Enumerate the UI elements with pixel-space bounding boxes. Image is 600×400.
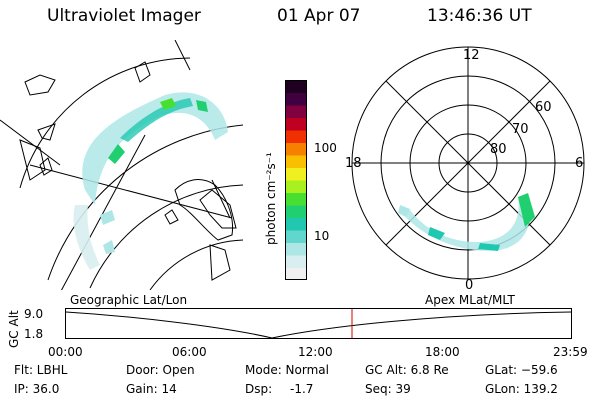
colorbar-segment <box>285 167 307 181</box>
colorbar-segment <box>285 192 307 206</box>
y-tick-9: 9.0 <box>24 307 43 321</box>
colorbar-segment <box>285 155 307 168</box>
ip-info: IP: 36.0 <box>14 382 60 396</box>
colorbar-unit-label: photon cm⁻²s⁻¹ <box>264 152 278 245</box>
y-axis-label: GC Alt <box>7 310 21 348</box>
mode-info: Mode: Normal <box>245 363 329 377</box>
mlt-label-12: 12 <box>463 48 480 63</box>
colorbar-segment <box>285 80 307 93</box>
header-date: 01 Apr 07 <box>277 6 361 26</box>
colorbar-segment <box>285 180 307 193</box>
colorbar-segment <box>285 105 307 118</box>
x-tick-0000: 00:00 <box>48 345 83 359</box>
colorbar-tick-100: 100 <box>314 141 337 155</box>
seq-info: Seq: 39 <box>365 382 411 396</box>
aurora-emission-region <box>73 92 229 270</box>
geographic-map <box>0 40 244 290</box>
x-tick-0600: 06:00 <box>172 345 207 359</box>
geographic-latlon-label: Geographic Lat/Lon <box>70 293 188 307</box>
colorbar-tick-10: 10 <box>314 229 330 243</box>
gc-alt-info: GC Alt: 6.8 Re <box>365 363 449 377</box>
x-tick-1800: 18:00 <box>425 345 460 359</box>
door-info: Door: Open <box>126 363 195 377</box>
colorbar-segment <box>285 242 307 256</box>
glat-info: GLat: −59.6 <box>485 363 558 377</box>
gain-info: Gain: 14 <box>126 382 177 396</box>
app-title: Ultraviolet Imager <box>47 6 201 26</box>
glon-info: GLon: 139.2 <box>485 382 558 396</box>
colorbar-segment <box>285 130 307 143</box>
colorbar-segment <box>285 230 307 243</box>
mlt-label-18: 18 <box>345 156 362 171</box>
colorbar-segment <box>285 142 307 156</box>
filter-info: Flt: LBHL <box>14 363 68 377</box>
polar-mlt-plot: 12 18 6 0 60 70 80 <box>345 46 585 293</box>
polar-aurora-oval <box>398 193 535 251</box>
dsp-label: Dsp: <box>245 382 273 396</box>
colorbar-segment <box>285 267 307 280</box>
x-tick-2359: 23:59 <box>553 345 588 359</box>
gc-alt-timeline-chart: 9.0 1.8 GC Alt 00:00 06:00 12:00 18:00 2… <box>7 307 588 359</box>
color-scale-bar <box>285 80 307 280</box>
colorbar-segment <box>285 255 307 268</box>
lat-label-70: 70 <box>512 122 529 137</box>
y-tick-1.8: 1.8 <box>24 327 43 341</box>
mlt-label-0: 0 <box>465 278 473 293</box>
mlt-label-6: 6 <box>575 156 583 171</box>
colorbar-segment <box>285 205 307 218</box>
apex-mlat-mlt-label: Apex MLat/MLT <box>425 293 515 307</box>
colorbar-segment <box>285 92 307 106</box>
lat-label-60: 60 <box>535 100 552 115</box>
dsp-value: -1.7 <box>290 382 314 396</box>
header-time: 13:46:36 UT <box>427 6 532 26</box>
colorbar-segment <box>285 217 307 231</box>
lat-label-80: 80 <box>490 142 507 157</box>
colorbar-unit-text: photon cm⁻²s⁻¹ <box>264 152 278 245</box>
x-tick-1200: 12:00 <box>298 345 333 359</box>
colorbar-segment <box>285 117 307 131</box>
